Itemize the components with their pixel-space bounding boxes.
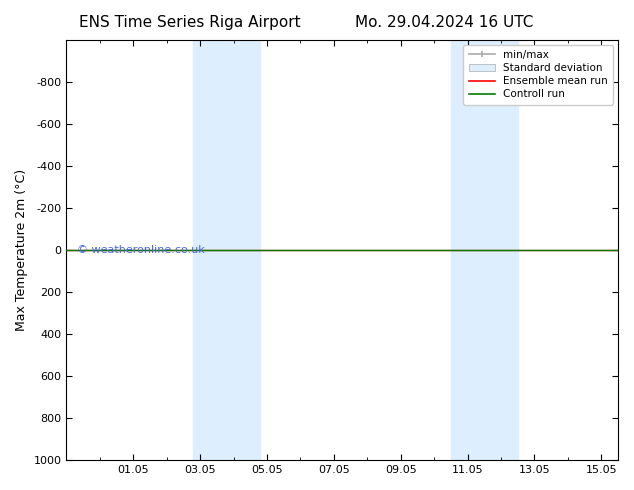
Text: © weatheronline.co.uk: © weatheronline.co.uk: [77, 245, 205, 255]
Legend: min/max, Standard deviation, Ensemble mean run, Controll run: min/max, Standard deviation, Ensemble me…: [463, 45, 613, 104]
Bar: [474, 40, 518, 460]
Y-axis label: Max Temperature 2m (°C): Max Temperature 2m (°C): [15, 169, 28, 331]
Text: Mo. 29.04.2024 16 UTC: Mo. 29.04.2024 16 UTC: [354, 15, 533, 30]
Bar: [227, 40, 261, 460]
Bar: [451, 40, 474, 460]
Bar: [193, 40, 227, 460]
Text: ENS Time Series Riga Airport: ENS Time Series Riga Airport: [79, 15, 301, 30]
